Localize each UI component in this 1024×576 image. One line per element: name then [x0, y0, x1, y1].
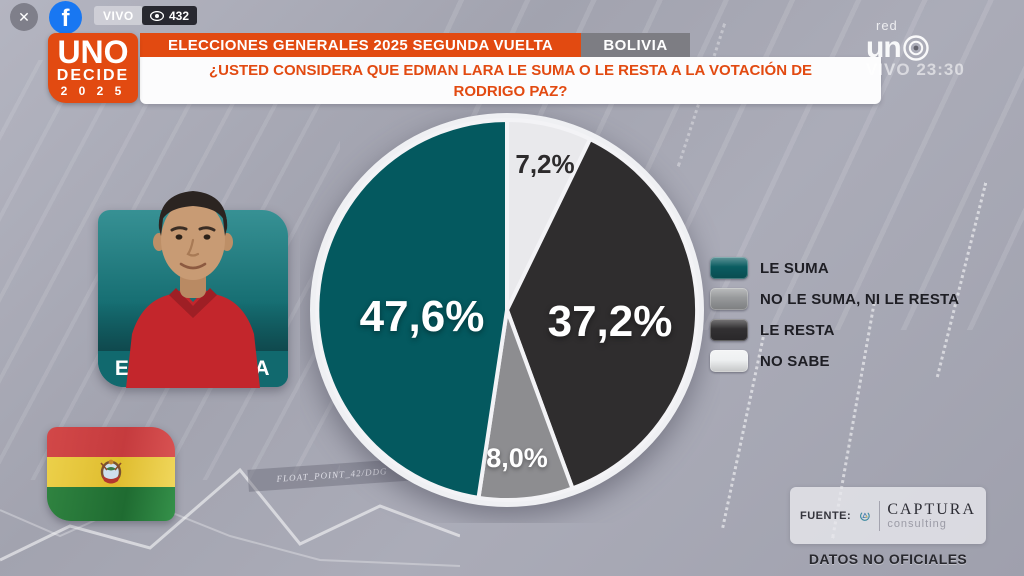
logo-line-uno: UNO: [57, 34, 129, 70]
source-box: FUENTE: CAPTURA consulting: [790, 487, 986, 544]
legend-swatch-no-le-suma: [710, 288, 748, 310]
channel-name-small: red: [876, 18, 898, 33]
live-time-watermark: VIVO 23:30: [866, 60, 965, 79]
eye-icon: [150, 10, 164, 21]
channel-eye-icon: [902, 35, 929, 61]
election-banner: ELECCIONES GENERALES 2025 SEGUNDA VUELTA: [140, 33, 581, 57]
poll-question-line1: ¿USTED CONSIDERA QUE EDMAN LARA LE SUMA …: [208, 61, 813, 79]
close-icon: ✕: [18, 8, 30, 25]
pie-label-le-suma: 47,6%: [360, 292, 485, 341]
source-label: FUENTE:: [800, 509, 852, 522]
logo-line-decide: DECIDE: [56, 67, 130, 84]
viewer-count-badge: 432: [142, 6, 198, 25]
flag-coat-of-arms: [100, 459, 122, 484]
channel-name-big: un: [866, 31, 902, 64]
flag-green-stripe: [47, 486, 175, 521]
pie-label-no-le-suma: 8,0%: [486, 443, 548, 473]
pie-label-no-sabe: 7,2%: [515, 149, 574, 179]
pie-chart: 7,2% 37,2% 8,0% 47,6%: [300, 103, 720, 523]
uno-decide-2025-logo: UNO DECIDE 2 0 2 5: [48, 33, 138, 103]
flag-red-stripe: [47, 427, 175, 457]
legend-item-le-suma: LE SUMA: [710, 257, 959, 279]
poll-question: ¿USTED CONSIDERA QUE EDMAN LARA LE SUMA …: [140, 57, 881, 104]
poll-question-line2: RODRIGO PAZ?: [453, 82, 568, 100]
captura-logo-icon: [860, 510, 870, 521]
country-tab: BOLIVIA: [581, 33, 690, 57]
pie-slice-le-resta: [505, 137, 700, 491]
legend-swatch-le-suma: [710, 257, 748, 279]
logo-line-2025: 2 0 2 5: [60, 84, 126, 98]
candidate-card: EDMAN LARA: [98, 210, 288, 387]
candidate-photo-fade: [98, 302, 288, 357]
candidate-name: EDMAN LARA: [98, 351, 288, 387]
source-subtitle: consulting: [887, 517, 947, 530]
viewer-count: 432: [169, 8, 190, 23]
close-button[interactable]: ✕: [10, 3, 38, 31]
legend-item-no-sabe: NO SABE: [710, 350, 959, 372]
legend-item-no-le-suma: NO LE SUMA, NI LE RESTA: [710, 288, 959, 310]
bolivia-flag: [47, 427, 175, 521]
disclaimer: DATOS NO OFICIALES: [808, 551, 968, 567]
pie-label-le-resta: 37,2%: [548, 297, 673, 346]
live-badge-label: VIVO: [103, 8, 134, 23]
legend-swatch-le-resta: [710, 319, 748, 341]
legend-label: NO SABE: [760, 352, 830, 370]
live-badge: VIVO: [94, 6, 143, 25]
source-name: CAPTURA: [887, 500, 976, 518]
chart-legend: LE SUMA NO LE SUMA, NI LE RESTA LE RESTA…: [710, 257, 959, 381]
legend-item-le-resta: LE RESTA: [710, 319, 959, 341]
legend-swatch-no-sabe: [710, 350, 748, 372]
legend-label: LE SUMA: [760, 259, 829, 277]
legend-label: LE RESTA: [760, 321, 835, 339]
legend-label: NO LE SUMA, NI LE RESTA: [760, 290, 960, 308]
red-uno-channel-logo: red un: [866, 18, 976, 64]
facebook-icon[interactable]: f: [49, 1, 82, 34]
flag-yellow-stripe: [47, 456, 175, 487]
